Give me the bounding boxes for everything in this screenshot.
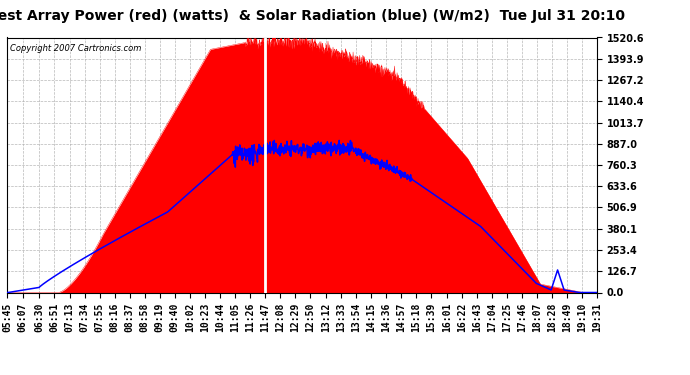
Text: Copyright 2007 Cartronics.com: Copyright 2007 Cartronics.com bbox=[10, 44, 141, 53]
Text: West Array Power (red) (watts)  & Solar Radiation (blue) (W/m2)  Tue Jul 31 20:1: West Array Power (red) (watts) & Solar R… bbox=[0, 9, 624, 23]
